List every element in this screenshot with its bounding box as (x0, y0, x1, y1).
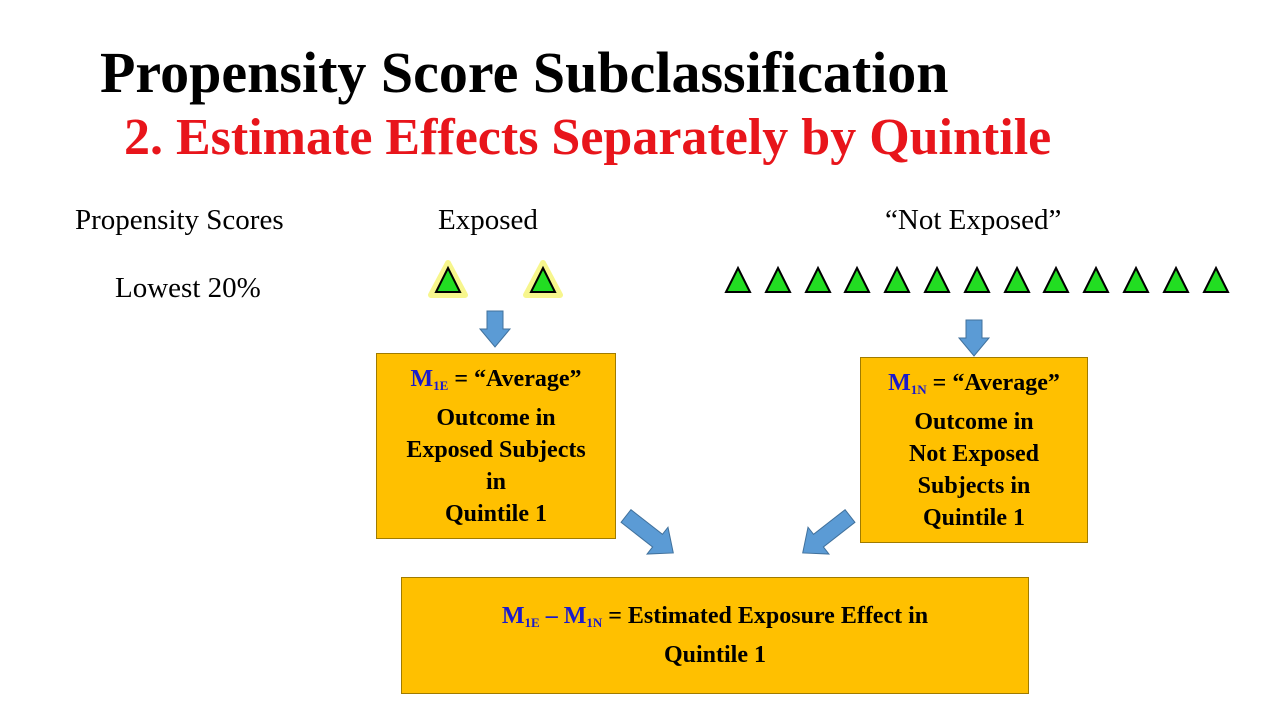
slide-title: Propensity Score Subclassification (100, 40, 949, 105)
triangle-icon (1162, 265, 1190, 293)
box-not-exposed-average: M1N = “Average” Outcome in Not Exposed S… (860, 357, 1088, 543)
box-exposed-line2: Outcome in (436, 404, 556, 431)
box-exposed-line1: M1E = “Average” (410, 365, 582, 393)
m1n-symbol: M1N (563, 603, 603, 630)
triangle-icon (428, 260, 468, 298)
triangle-icon (923, 265, 951, 293)
box-not-exposed-line5: Quintile 1 (922, 504, 1025, 531)
box-not-exposed-line1: M1N = “Average” (888, 369, 1060, 397)
box-exposed-line5: Quintile 1 (444, 500, 547, 527)
header-propensity-scores: Propensity Scores (75, 204, 284, 236)
triangle-icon (523, 260, 563, 298)
row-label-lowest-20: Lowest 20% (115, 272, 261, 304)
triangle-icon (1122, 265, 1150, 293)
triangle-icon (843, 265, 872, 293)
triangle-icon (1042, 265, 1071, 293)
triangle-icon (1082, 265, 1110, 293)
box-not-exposed-line2: Outcome in (914, 408, 1034, 435)
triangle-icon (1201, 265, 1230, 293)
diagonal-arrow-icon-left (620, 508, 674, 555)
box-effect-line1: M1E – M1N = Estimated Exposure Effect in (501, 603, 929, 630)
box-not-exposed-line4: Subjects in (917, 472, 1031, 499)
triangle-icon (963, 265, 991, 293)
slide-subtitle: 2. Estimate Effects Separately by Quinti… (124, 109, 1052, 166)
down-arrow-icon-not-exposed (957, 319, 991, 357)
triangle-icon (803, 265, 832, 293)
header-not-exposed: “Not Exposed” (885, 204, 1062, 236)
box-exposed-line3: Exposed Subjects (406, 436, 586, 463)
m1n-symbol: M1N (888, 369, 927, 397)
box-exposed-line4: in (485, 468, 506, 495)
box-exposed-average: M1E = “Average” Outcome in Exposed Subje… (376, 353, 616, 539)
header-exposed: Exposed (438, 204, 538, 236)
box-estimated-effect: M1E – M1N = Estimated Exposure Effect in… (401, 577, 1029, 694)
box-not-exposed-line3: Not Exposed (908, 440, 1040, 467)
triangle-icon (1002, 265, 1031, 293)
triangle-icon (883, 265, 911, 293)
m1e-symbol: M1E (410, 365, 449, 393)
diagonal-arrow-icon-right (802, 508, 856, 555)
triangle-icon (764, 265, 792, 293)
triangle-icon (724, 265, 752, 293)
box-effect-line2: Quintile 1 (663, 642, 766, 668)
m1e-symbol: M1E (501, 603, 540, 630)
down-arrow-icon-exposed (478, 310, 512, 348)
